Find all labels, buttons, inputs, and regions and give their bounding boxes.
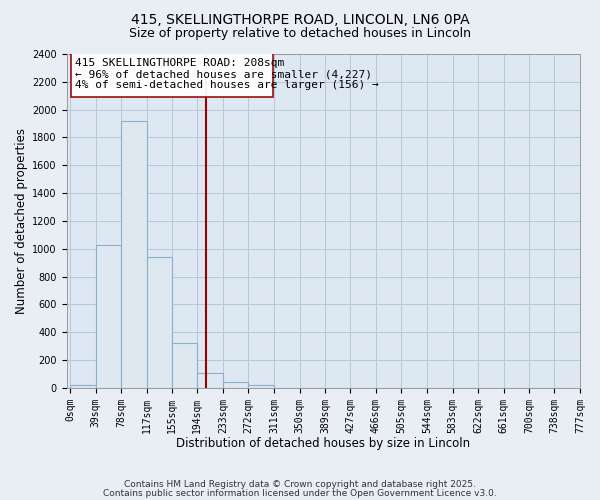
Text: 415, SKELLINGTHORPE ROAD, LINCOLN, LN6 0PA: 415, SKELLINGTHORPE ROAD, LINCOLN, LN6 0…: [131, 12, 469, 26]
Y-axis label: Number of detached properties: Number of detached properties: [15, 128, 28, 314]
Bar: [248, 385, 274, 388]
Text: Size of property relative to detached houses in Lincoln: Size of property relative to detached ho…: [129, 28, 471, 40]
Bar: [121, 121, 147, 388]
Text: Contains public sector information licensed under the Open Government Licence v3: Contains public sector information licen…: [103, 488, 497, 498]
X-axis label: Distribution of detached houses by size in Lincoln: Distribution of detached houses by size …: [176, 437, 470, 450]
Text: ← 96% of detached houses are smaller (4,227): ← 96% of detached houses are smaller (4,…: [75, 70, 372, 80]
Bar: [95, 244, 121, 388]
Bar: [197, 372, 223, 388]
Bar: [70, 385, 95, 388]
Text: 415 SKELLINGTHORPE ROAD: 208sqm: 415 SKELLINGTHORPE ROAD: 208sqm: [75, 58, 284, 68]
FancyBboxPatch shape: [71, 51, 274, 97]
Bar: [172, 344, 197, 388]
Text: Contains HM Land Registry data © Crown copyright and database right 2025.: Contains HM Land Registry data © Crown c…: [124, 480, 476, 489]
Text: 4% of semi-detached houses are larger (156) →: 4% of semi-detached houses are larger (1…: [75, 80, 379, 90]
Bar: [223, 382, 248, 388]
Bar: [147, 257, 172, 388]
